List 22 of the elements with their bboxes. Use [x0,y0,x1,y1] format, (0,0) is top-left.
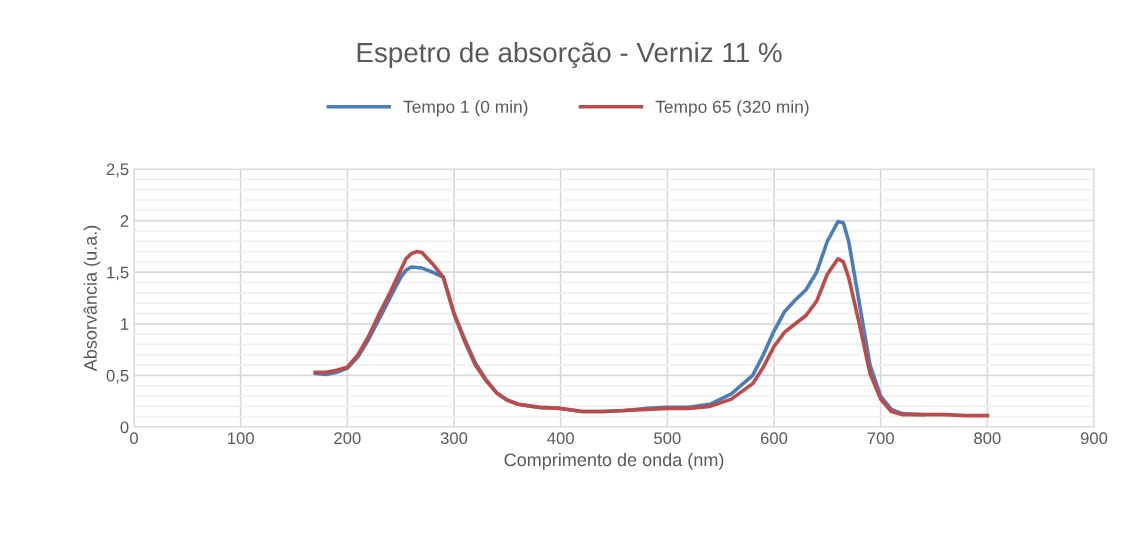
x-tick-label: 800 [974,432,1001,445]
x-tick-label: 300 [440,432,468,445]
line-series [313,249,990,418]
legend-label: Tempo 1 (0 min) [403,100,528,117]
x-tick-label: 200 [334,432,361,445]
y-tick-label: 1 [121,318,129,330]
y-axis-title: Absorvância (u.a.) [83,225,101,372]
x-tick-label: 600 [760,432,788,445]
chart-title: Espetro de absorção - Verniz 11 % [357,41,782,69]
y-tick-label: 2 [120,215,129,227]
y-tick-label: 2,5 [106,163,129,178]
y-tick-label: 1,5 [107,266,129,281]
x-tick-label: 500 [654,432,681,445]
x-tick-label: 900 [1080,432,1108,445]
legend-label: Tempo 65 (320 min) [655,100,809,117]
y-tick-label: 0 [120,421,129,434]
x-axis-title: Comprimento de onda (nm) [504,452,724,470]
x-tick-label: 0 [130,432,138,445]
x-tick-label: 100 [228,432,254,445]
x-tick-label: 700 [867,432,894,445]
x-tick-label: 400 [547,432,574,445]
y-tick-label: 0,5 [106,369,129,384]
